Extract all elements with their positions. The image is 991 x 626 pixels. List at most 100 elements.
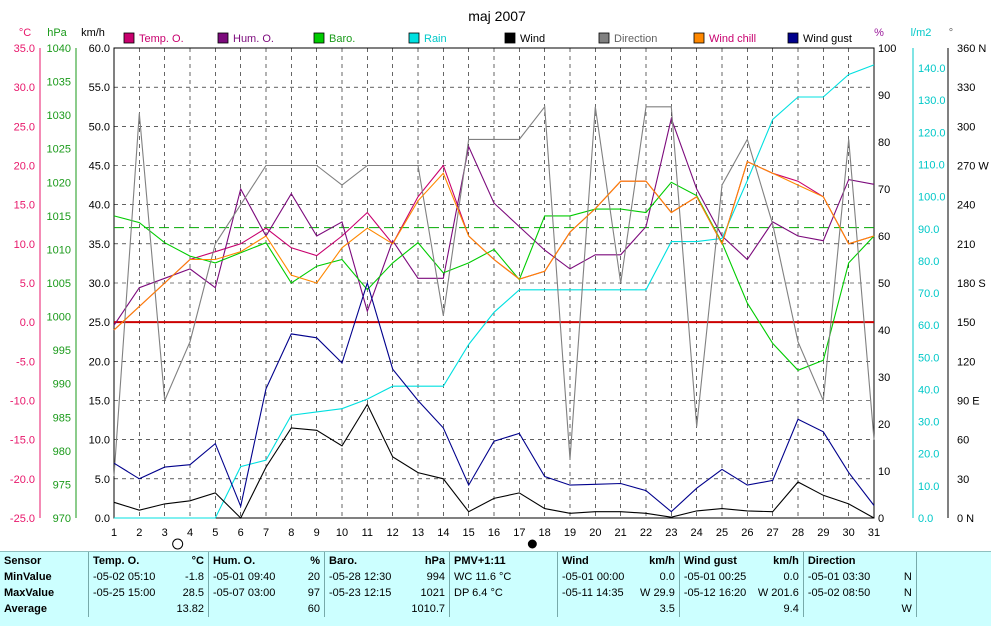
dir-axis-tick: 0 N bbox=[957, 513, 974, 525]
summary-pmv-value: WC 11.6 °C bbox=[449, 569, 558, 585]
hum-axis-tick: 60 bbox=[878, 231, 890, 243]
series-line-rain bbox=[114, 64, 875, 519]
baro-axis-tick: 990 bbox=[53, 379, 71, 391]
summary-header-wind-unit: km/h bbox=[649, 554, 675, 567]
summary-gust-time: -05-12 16:20 bbox=[678, 585, 754, 601]
baro-axis-tick: 1035 bbox=[47, 77, 71, 89]
summary-header-wind: Wind bbox=[557, 552, 636, 569]
x-axis-tick: 13 bbox=[412, 527, 424, 539]
weather-chart: maj 2007 35.030.025.020.015.010.05.00.0-… bbox=[10, 8, 989, 550]
x-axis-tick: 26 bbox=[741, 527, 753, 539]
summary-header-gust-unit: km/h bbox=[773, 554, 799, 567]
temp-axis-tick: 20.0 bbox=[14, 161, 35, 173]
x-axis-tick: 14 bbox=[437, 527, 449, 539]
wind-axis-tick: 40.0 bbox=[89, 200, 110, 212]
summary-temp-value: 13.82 bbox=[176, 603, 204, 615]
rain-axis-tick: 20.0 bbox=[918, 449, 939, 461]
rain-axis-tick: 90.0 bbox=[918, 224, 939, 236]
summary-hum-value: 97 bbox=[307, 587, 320, 599]
rain-axis-unit: l/m2 bbox=[911, 27, 932, 39]
temp-axis-unit: °C bbox=[19, 27, 31, 39]
dir-axis-tick: 180 S bbox=[957, 278, 986, 290]
series-line-wind-gust bbox=[113, 281, 875, 513]
x-axis-tick: 16 bbox=[488, 527, 500, 539]
hum-axis-tick: 30 bbox=[878, 372, 890, 384]
hum-axis-tick: 0 bbox=[878, 513, 884, 525]
legend-swatch-temp-o bbox=[123, 32, 135, 44]
hum-axis-tick: 80 bbox=[878, 137, 890, 149]
temp-axis-tick: 30.0 bbox=[14, 82, 35, 94]
summary-hum-time: -05-07 03:00 bbox=[208, 585, 287, 601]
series-line-wind-chill bbox=[113, 160, 875, 331]
x-axis-tick: 22 bbox=[640, 527, 652, 539]
summary-wind-time bbox=[557, 601, 636, 617]
x-axis-tick: 6 bbox=[238, 527, 244, 539]
summary-baro-value: 1010.7 bbox=[411, 603, 445, 615]
summary-table: Sensor Temp. O. °C Hum. O. % Baro. hPa P… bbox=[0, 551, 991, 626]
legend-swatch-hum-o bbox=[217, 32, 229, 44]
temp-axis-tick: 35.0 bbox=[14, 43, 35, 55]
x-axis-tick: 17 bbox=[513, 527, 525, 539]
temp-axis-tick: 0.0 bbox=[20, 317, 35, 329]
temp-axis-tick: -25.0 bbox=[10, 513, 35, 525]
summary-header-temp: Temp. O. bbox=[88, 552, 167, 569]
wind-axis-tick: 25.0 bbox=[89, 317, 110, 329]
summary-direction-value: N bbox=[903, 587, 912, 599]
dir-axis-tick: 330 bbox=[957, 82, 975, 94]
baro-axis-tick: 975 bbox=[53, 479, 71, 491]
baro-axis-tick: 985 bbox=[53, 412, 71, 424]
legend-label-wind: Wind bbox=[520, 33, 545, 45]
summary-spacer bbox=[915, 601, 985, 617]
x-axis-tick: 5 bbox=[212, 527, 218, 539]
x-axis-tick: 28 bbox=[792, 527, 804, 539]
x-axis-tick: 27 bbox=[767, 527, 779, 539]
summary-header-temp-unit: °C bbox=[191, 554, 204, 567]
dir-axis-tick: 120 bbox=[957, 356, 975, 368]
legend-label-rain: Rain bbox=[424, 33, 447, 45]
summary-hum-value: 60 bbox=[307, 603, 320, 615]
x-axis-tick: 1 bbox=[111, 527, 117, 539]
temp-axis-tick: 25.0 bbox=[14, 121, 35, 133]
baro-axis-tick: 995 bbox=[53, 345, 71, 357]
temp-axis-tick: 5.0 bbox=[20, 278, 35, 290]
summary-header-gust: Wind gust bbox=[678, 552, 754, 569]
baro-axis-tick: 970 bbox=[53, 513, 71, 525]
rain-axis-tick: 60.0 bbox=[918, 320, 939, 332]
wind-axis-tick: 60.0 bbox=[89, 43, 110, 55]
dir-axis-tick: 60 bbox=[957, 435, 969, 447]
dir-axis-tick: 90 E bbox=[957, 396, 980, 408]
x-axis-tick: 10 bbox=[336, 527, 348, 539]
summary-baro-value: 994 bbox=[426, 571, 445, 583]
wind-axis-tick: 0.0 bbox=[95, 513, 110, 525]
summary-row-label: MaxValue bbox=[4, 587, 55, 599]
summary-header-sensor: Sensor bbox=[4, 554, 42, 567]
summary-wind-value: W 29.9 bbox=[640, 587, 675, 599]
legend-swatch-rain bbox=[408, 32, 420, 44]
summary-pmv-value bbox=[449, 601, 558, 617]
wind-axis-tick: 50.0 bbox=[89, 121, 110, 133]
x-axis-tick: 24 bbox=[691, 527, 703, 539]
summary-spacer bbox=[915, 552, 985, 569]
x-axis-tick: 21 bbox=[615, 527, 627, 539]
summary-header-baro-unit: hPa bbox=[424, 554, 445, 567]
baro-axis-unit: hPa bbox=[47, 27, 67, 39]
baro-axis-tick: 1030 bbox=[47, 110, 71, 122]
summary-pmv-value: DP 6.4 °C bbox=[449, 585, 558, 601]
wind-axis-tick: 15.0 bbox=[89, 396, 110, 408]
summary-gust-value: 9.4 bbox=[783, 603, 799, 615]
new-moon-icon bbox=[527, 539, 537, 549]
legend-label-wind-chill: Wind chill bbox=[709, 33, 756, 45]
dir-axis-tick: 270 W bbox=[957, 161, 989, 173]
wind-axis-tick: 5.0 bbox=[95, 474, 110, 486]
summary-baro-time: -05-28 12:30 bbox=[324, 569, 403, 585]
summary-hum-time bbox=[208, 601, 287, 617]
legend-swatch-baro bbox=[313, 32, 325, 44]
rain-axis-tick: 40.0 bbox=[918, 384, 939, 396]
hum-axis-tick: 40 bbox=[878, 325, 890, 337]
hum-axis-tick: 90 bbox=[878, 90, 890, 102]
summary-temp-time: -05-02 05:10 bbox=[88, 569, 167, 585]
summary-gust-time bbox=[678, 601, 754, 617]
hum-axis-tick: 20 bbox=[878, 419, 890, 431]
temp-axis-tick: -20.0 bbox=[10, 474, 35, 486]
summary-header-hum-unit: % bbox=[310, 554, 320, 567]
